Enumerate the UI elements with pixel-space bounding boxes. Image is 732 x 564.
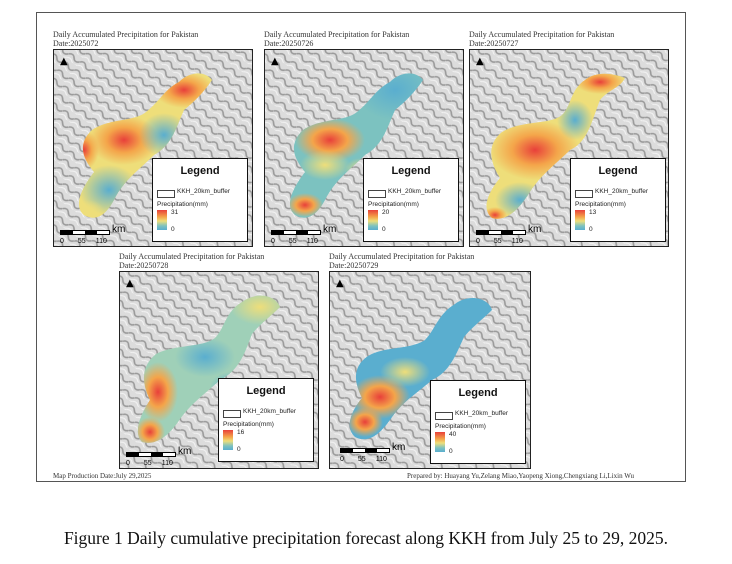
scale-unit: km: [323, 224, 337, 235]
legend-title: Legend: [180, 165, 220, 177]
precipitation-label: Precipitation(mm): [435, 423, 486, 430]
legend-title: Legend: [391, 165, 431, 177]
scale-ticks: 0 55 110: [476, 238, 523, 245]
ramp-min-value: 0: [382, 226, 386, 233]
buffer-swatch: [575, 190, 593, 198]
map-view[interactable]: ▲ Legend KKH_20km_buffer Precipitation(m…: [264, 49, 464, 247]
buffer-label: KKH_20km_buffer: [177, 188, 230, 195]
prepared-by: Prepared by: Huayang Yu,Zelang Miao,Yaop…: [407, 472, 635, 480]
ramp-min-value: 0: [449, 448, 453, 455]
map-panel-4: Daily Accumulated Precipitation for Paki…: [119, 252, 319, 471]
scale-bar: [60, 230, 110, 235]
color-ramp: [575, 210, 585, 230]
ramp-min-value: 0: [171, 226, 175, 233]
legend: Legend KKH_20km_buffer Precipitation(mm)…: [218, 378, 314, 462]
map-view[interactable]: ▲ Legend KKH_20km_buffer Precipitation(m…: [469, 49, 669, 247]
legend: Legend KKH_20km_buffer Precipitation(mm)…: [570, 158, 666, 242]
map-view[interactable]: ▲ Legend KKH_20km_buffer Precipitation(m…: [119, 271, 319, 469]
ramp-min-value: 0: [237, 446, 241, 453]
buffer-label: KKH_20km_buffer: [595, 188, 648, 195]
map-date: Date:2025072: [53, 38, 99, 48]
scale-bar: [271, 230, 321, 235]
scale-bar: [340, 448, 390, 453]
ramp-max-value: 16: [237, 429, 245, 436]
north-arrow-icon: ▲: [476, 56, 484, 67]
legend: Legend KKH_20km_buffer Precipitation(mm)…: [152, 158, 248, 242]
buffer-label: KKH_20km_buffer: [388, 188, 441, 195]
ramp-max-value: 31: [171, 209, 179, 216]
figure-frame: Daily Accumulated Precipitation for Paki…: [36, 12, 686, 482]
precipitation-label: Precipitation(mm): [157, 201, 208, 208]
color-ramp: [368, 210, 378, 230]
map-title: Daily Accumulated Precipitation for Paki…: [119, 252, 265, 261]
legend: Legend KKH_20km_buffer Precipitation(mm)…: [363, 158, 459, 242]
legend: Legend KKH_20km_buffer Precipitation(mm)…: [430, 380, 526, 464]
precipitation-label: Precipitation(mm): [368, 201, 419, 208]
scale-ticks: 0 55 110: [340, 456, 387, 463]
scale-unit: km: [112, 224, 126, 235]
ramp-max-value: 13: [589, 209, 597, 216]
map-date: Date:20250728: [119, 260, 169, 270]
buffer-label: KKH_20km_buffer: [243, 408, 296, 415]
buffer-swatch: [223, 410, 241, 418]
legend-title: Legend: [246, 385, 286, 397]
map-panel-5: Daily Accumulated Precipitation for Paki…: [329, 252, 531, 471]
ramp-min-value: 0: [589, 226, 593, 233]
color-ramp: [223, 430, 233, 450]
map-date: Date:20250726: [264, 38, 314, 48]
ramp-max-value: 40: [449, 431, 457, 438]
north-arrow-icon: ▲: [60, 56, 68, 67]
scale-bar: [126, 452, 176, 457]
figure-caption: Figure 1 Daily cumulative precipitation …: [63, 528, 669, 548]
legend-title: Legend: [598, 165, 638, 177]
scale-ticks: 0 55 110: [271, 238, 318, 245]
precipitation-label: Precipitation(mm): [223, 421, 274, 428]
north-arrow-icon: ▲: [336, 278, 344, 289]
buffer-swatch: [368, 190, 386, 198]
north-arrow-icon: ▲: [126, 278, 134, 289]
north-arrow-icon: ▲: [271, 56, 279, 67]
legend-title: Legend: [458, 387, 498, 399]
map-date: Date:20250727: [469, 38, 519, 48]
scale-ticks: 0 55 110: [126, 460, 173, 467]
production-date: Map Production Date:July 29,2025: [53, 472, 152, 480]
scale-unit: km: [392, 442, 406, 453]
scale-unit: km: [178, 446, 192, 457]
precipitation-label: Precipitation(mm): [575, 201, 626, 208]
color-ramp: [157, 210, 167, 230]
map-date: Date:20250729: [329, 260, 379, 270]
map-title: Daily Accumulated Precipitation for Paki…: [264, 30, 410, 39]
map-title: Daily Accumulated Precipitation for Paki…: [329, 252, 475, 261]
map-panel-3: Daily Accumulated Precipitation for Paki…: [469, 30, 671, 249]
ramp-max-value: 20: [382, 209, 390, 216]
buffer-label: KKH_20km_buffer: [455, 410, 508, 417]
scale-ticks: 0 55 110: [60, 238, 107, 245]
color-ramp: [435, 432, 445, 452]
map-title: Daily Accumulated Precipitation for Paki…: [53, 30, 199, 39]
buffer-swatch: [157, 190, 175, 198]
scale-unit: km: [528, 224, 542, 235]
map-panel-2: Daily Accumulated Precipitation for Paki…: [264, 30, 464, 249]
map-panel-1: Daily Accumulated Precipitation for Paki…: [53, 30, 253, 249]
map-view[interactable]: ▲ Legend KKH_20km_buffer Precipitation(m…: [329, 271, 531, 469]
map-view[interactable]: ▲ Legend KKH_20km_buffer Precipitation(m…: [53, 49, 253, 247]
scale-bar: [476, 230, 526, 235]
buffer-swatch: [435, 412, 453, 420]
map-title: Daily Accumulated Precipitation for Paki…: [469, 30, 615, 39]
